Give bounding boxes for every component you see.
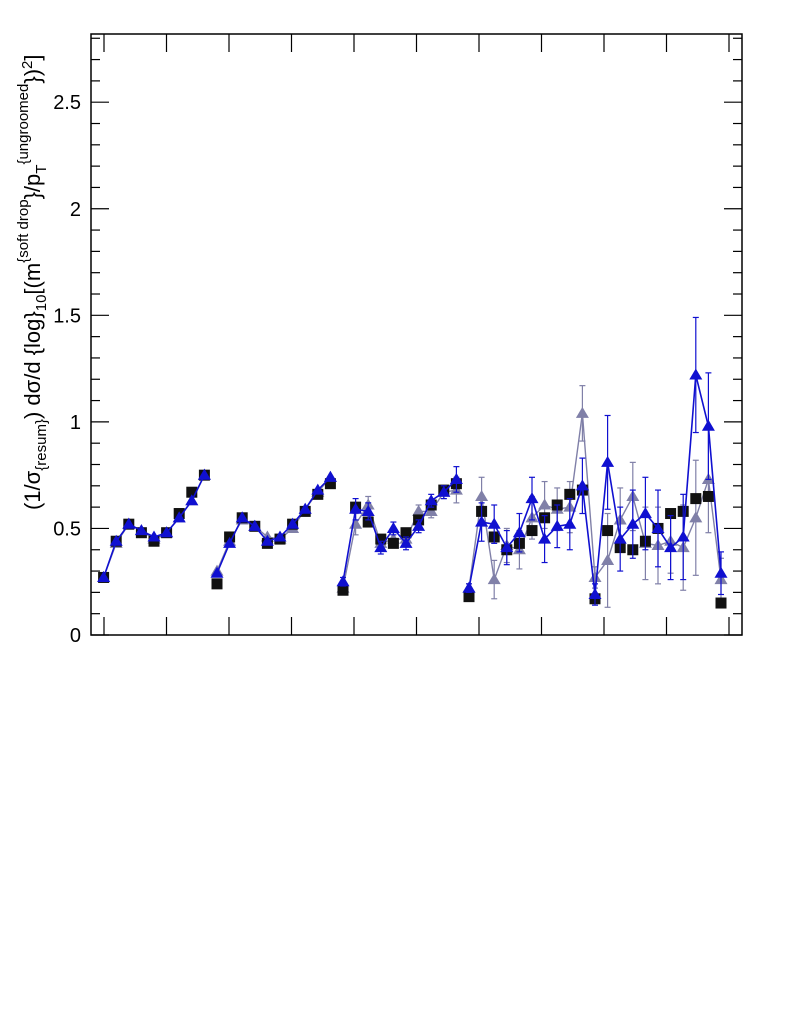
blue-triangle-marker [550,519,564,531]
blue-triangle-marker [248,519,262,531]
y-tick-label: 2 [70,199,81,221]
black-square-marker [387,537,399,549]
blue-triangle-marker [172,511,186,523]
blue-triangle-marker [575,479,589,491]
blue-triangle-marker [122,517,136,529]
black-square-marker [400,527,412,539]
blue-triangle-marker [298,502,312,514]
blue-triangle-marker [638,507,652,519]
blue-triangle-marker [386,521,400,533]
blue-triangle-marker [424,494,438,506]
y-axis-label: (1/σ{resum}) dσ/d {log}10[(m{soft drop}/… [15,54,50,510]
blue-triangle-marker [361,504,375,516]
gray-triangle-marker [475,489,489,502]
blue-triangle-marker [701,419,715,431]
blue-triangle-marker [525,492,539,504]
blue-triangle-marker [374,541,388,553]
blue-triangle-marker [286,517,300,529]
blue-triangle-marker [147,530,161,542]
black-square-marker [463,591,475,603]
y-tick-label: 2.5 [53,92,81,114]
blue-triangle-marker [664,541,678,553]
black-square-marker [186,486,198,498]
y-tick-label: 1.5 [53,305,81,327]
blue-triangle-marker [223,536,237,548]
blue-triangle-marker [97,570,111,583]
blue-triangle-marker [273,530,287,542]
blue-triangle-marker [462,581,476,593]
blue-triangle-marker [626,517,640,529]
gray-triangle-marker [601,553,615,565]
gray-triangle-marker [575,406,589,418]
blue-triangle-marker [235,511,249,523]
blue-triangle-marker [449,472,463,484]
blue-triangle-marker [197,468,211,480]
gray-triangle-marker [588,570,602,583]
black-square-marker [690,493,702,505]
blue-triangle-marker [109,534,123,546]
blue-triangle-marker [399,536,413,548]
blue-triangle-marker [160,526,174,538]
blue-triangle-marker [651,521,665,533]
y-tick-label: 0.5 [53,518,81,540]
blue-triangle-marker [601,455,615,467]
blue-triangle-marker [336,575,350,587]
gray-series-line [342,489,457,589]
black-square-marker [337,584,349,596]
black-square-marker [564,488,576,500]
blue-triangle-marker [512,526,526,538]
blue-series-line [216,476,331,574]
y-tick-label: 0 [70,625,81,647]
axis-ticks [91,34,742,636]
blue-triangle-marker [563,517,577,529]
blue-triangle-marker [475,515,489,527]
series-group [97,316,728,609]
black-square-marker [602,525,614,537]
black-square-marker [362,516,374,528]
black-square-marker [324,478,336,490]
blue-triangle-marker [412,519,426,531]
blue-triangle-marker [210,566,224,578]
blue-triangle-marker [613,532,627,544]
gray-triangle-marker [412,504,426,516]
blue-triangle-marker [487,517,501,529]
black-square-marker [211,578,223,590]
y-tick-label: 1 [70,412,81,434]
gray-triangle-marker [487,573,501,585]
blue-triangle-marker [500,541,514,553]
black-square-marker [526,525,538,537]
gray-triangle-marker [538,498,552,510]
blue-triangle-marker [689,368,703,380]
blue-triangle-marker [349,502,363,514]
blue-triangle-marker [714,566,728,578]
blue-triangle-marker [185,494,199,506]
blue-triangle-marker [538,532,552,544]
blue-triangle-marker [311,483,325,495]
blue-triangle-marker [437,485,451,497]
blue-triangle-marker [676,530,690,542]
black-square-marker [702,490,714,502]
plot-frame [90,33,743,636]
black-square-marker [715,597,727,609]
gray-triangle-marker [689,511,703,523]
blue-triangle-marker [588,588,602,600]
black-square-marker [665,508,677,520]
blue-triangle-marker [323,470,337,482]
y-tick-labels: 0 0.5 1 1.5 2 2.5 [53,92,81,647]
black-square-marker [375,533,387,545]
blue-triangle-marker [260,534,274,546]
blue-triangle-marker [134,524,148,536]
